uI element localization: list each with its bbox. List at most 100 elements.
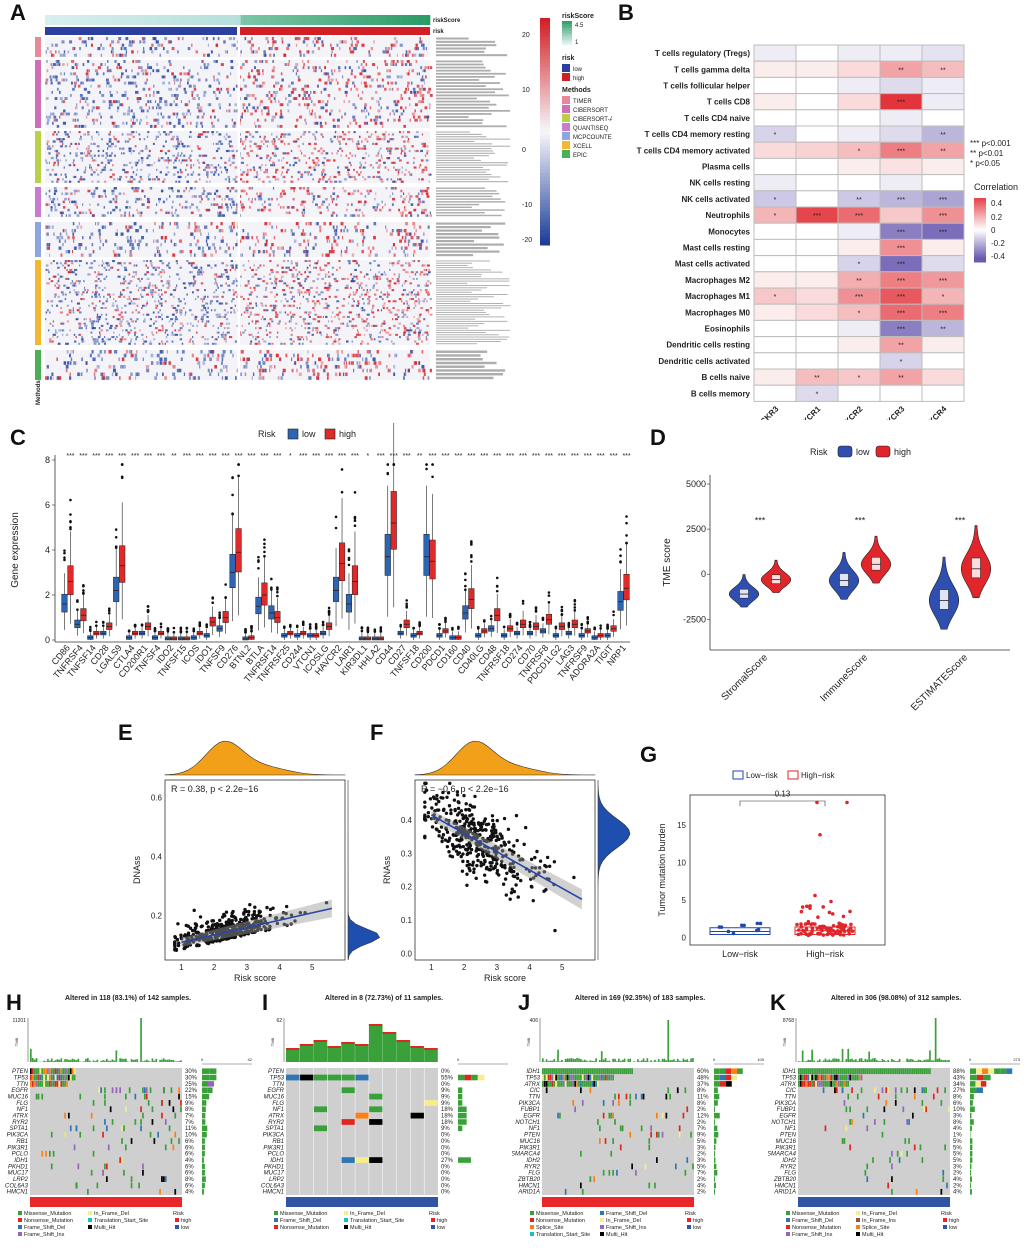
heatmap-cell (194, 187, 196, 190)
heatmap-cell (328, 353, 330, 358)
heatmap-cell (362, 75, 366, 79)
heatmap-cell (265, 239, 268, 243)
heatmap-cell (68, 309, 72, 312)
heatmap-cell (358, 286, 360, 289)
heatmap-cell (375, 275, 379, 278)
heatmap-cell (277, 331, 279, 334)
heatmap-cell (393, 118, 396, 122)
heatmap-cell (65, 368, 68, 373)
row-name-mark (436, 354, 481, 357)
heatmap-cell (117, 106, 120, 110)
heatmap-cell (424, 289, 428, 292)
heatmap-cell (217, 327, 219, 330)
heatmap-cell (415, 342, 419, 345)
heatmap-cell (315, 262, 319, 265)
heatmap-cell (76, 152, 78, 155)
heatmap-cell (245, 145, 247, 148)
heatmap-cell (272, 37, 274, 41)
heatmap-cell (327, 75, 330, 79)
heatmap-cell (255, 175, 258, 179)
heatmap-cell (148, 106, 151, 110)
heatmap-cell (191, 43, 193, 47)
heatmap-cell (184, 313, 186, 316)
heatmap-cell (350, 72, 353, 76)
heatmap-cell (221, 295, 224, 298)
heatmap-cell (70, 142, 73, 145)
colorbar-cell (540, 161, 550, 167)
heatmap-cell (262, 69, 264, 73)
heatmap-cell (286, 300, 289, 303)
heatmap-cell (332, 211, 335, 215)
heatmap-cell (405, 300, 408, 303)
heatmap-cell (63, 197, 68, 201)
heatmap-cell (303, 94, 307, 97)
heatmap-cell (242, 180, 246, 183)
heatmap-cell (341, 131, 344, 134)
heatmap-cell (159, 97, 163, 100)
heatmap-cell (341, 304, 345, 307)
heatmap-cell (426, 195, 430, 198)
heatmap-cell (271, 243, 274, 247)
heatmap-cell (197, 289, 200, 292)
heatmap-cell (336, 350, 339, 354)
heatmap-cell (315, 313, 318, 316)
heatmap-cell (122, 289, 125, 292)
heatmap-cell (211, 350, 214, 354)
heatmap-cell (261, 112, 263, 116)
heatmap-cell (89, 166, 91, 169)
heatmap-cell (159, 133, 162, 136)
heatmap-cell (148, 284, 151, 287)
heatmap-cell (200, 282, 204, 285)
heatmap-cell (388, 282, 392, 285)
heatmap-cell (363, 145, 366, 148)
heatmap-cell (50, 208, 53, 212)
heatmap-cell (67, 135, 70, 138)
heatmap-cell (264, 60, 268, 63)
row-name-mark (436, 303, 504, 304)
heatmap-cell (303, 320, 305, 323)
heatmap-cell (385, 225, 387, 229)
heatmap-cell (176, 225, 179, 229)
heatmap-cell (121, 43, 125, 47)
heatmap-cell (94, 376, 96, 380)
heatmap-cell (398, 115, 401, 119)
heatmap-cell (400, 60, 404, 63)
heatmap-cell (140, 168, 143, 171)
heatmap-cell (206, 131, 210, 134)
row-title-risk: risk (433, 29, 444, 35)
heatmap-cell (153, 90, 155, 94)
heatmap-cell (277, 124, 279, 128)
heatmap-cell (214, 365, 218, 369)
heatmap-cell (265, 309, 269, 312)
heatmap-cell (367, 135, 370, 138)
heatmap-cell (107, 159, 109, 162)
heatmap-cell (421, 178, 424, 181)
heatmap-cell (231, 206, 233, 209)
heatmap-cell (235, 175, 238, 179)
heatmap-cell (134, 331, 137, 334)
heatmap-cell (279, 357, 282, 362)
heatmap-cell (90, 173, 93, 176)
heatmap-cell (291, 313, 295, 316)
heatmap-cell (293, 239, 297, 243)
heatmap-cell (212, 243, 215, 247)
heatmap-cell (405, 168, 407, 171)
heatmap-cell (307, 331, 310, 334)
heatmap-cell (89, 203, 91, 206)
heatmap-cell (187, 47, 191, 51)
heatmap-cell (169, 159, 172, 162)
heatmap-cell (120, 291, 122, 294)
heatmap-cell (91, 350, 94, 354)
heatmap-cell (258, 376, 262, 380)
heatmap-cell (384, 203, 386, 206)
heatmap-cell (421, 171, 425, 174)
heatmap-cell (359, 166, 362, 169)
heatmap-cell (322, 200, 326, 204)
heatmap-cell (248, 72, 250, 76)
heatmap-cell (272, 253, 275, 257)
heatmap-cell (88, 69, 91, 73)
heatmap-cell (420, 306, 424, 310)
panel-label-h: H (6, 990, 22, 1015)
heatmap-cell (423, 372, 426, 377)
heatmap-cell (156, 353, 160, 358)
